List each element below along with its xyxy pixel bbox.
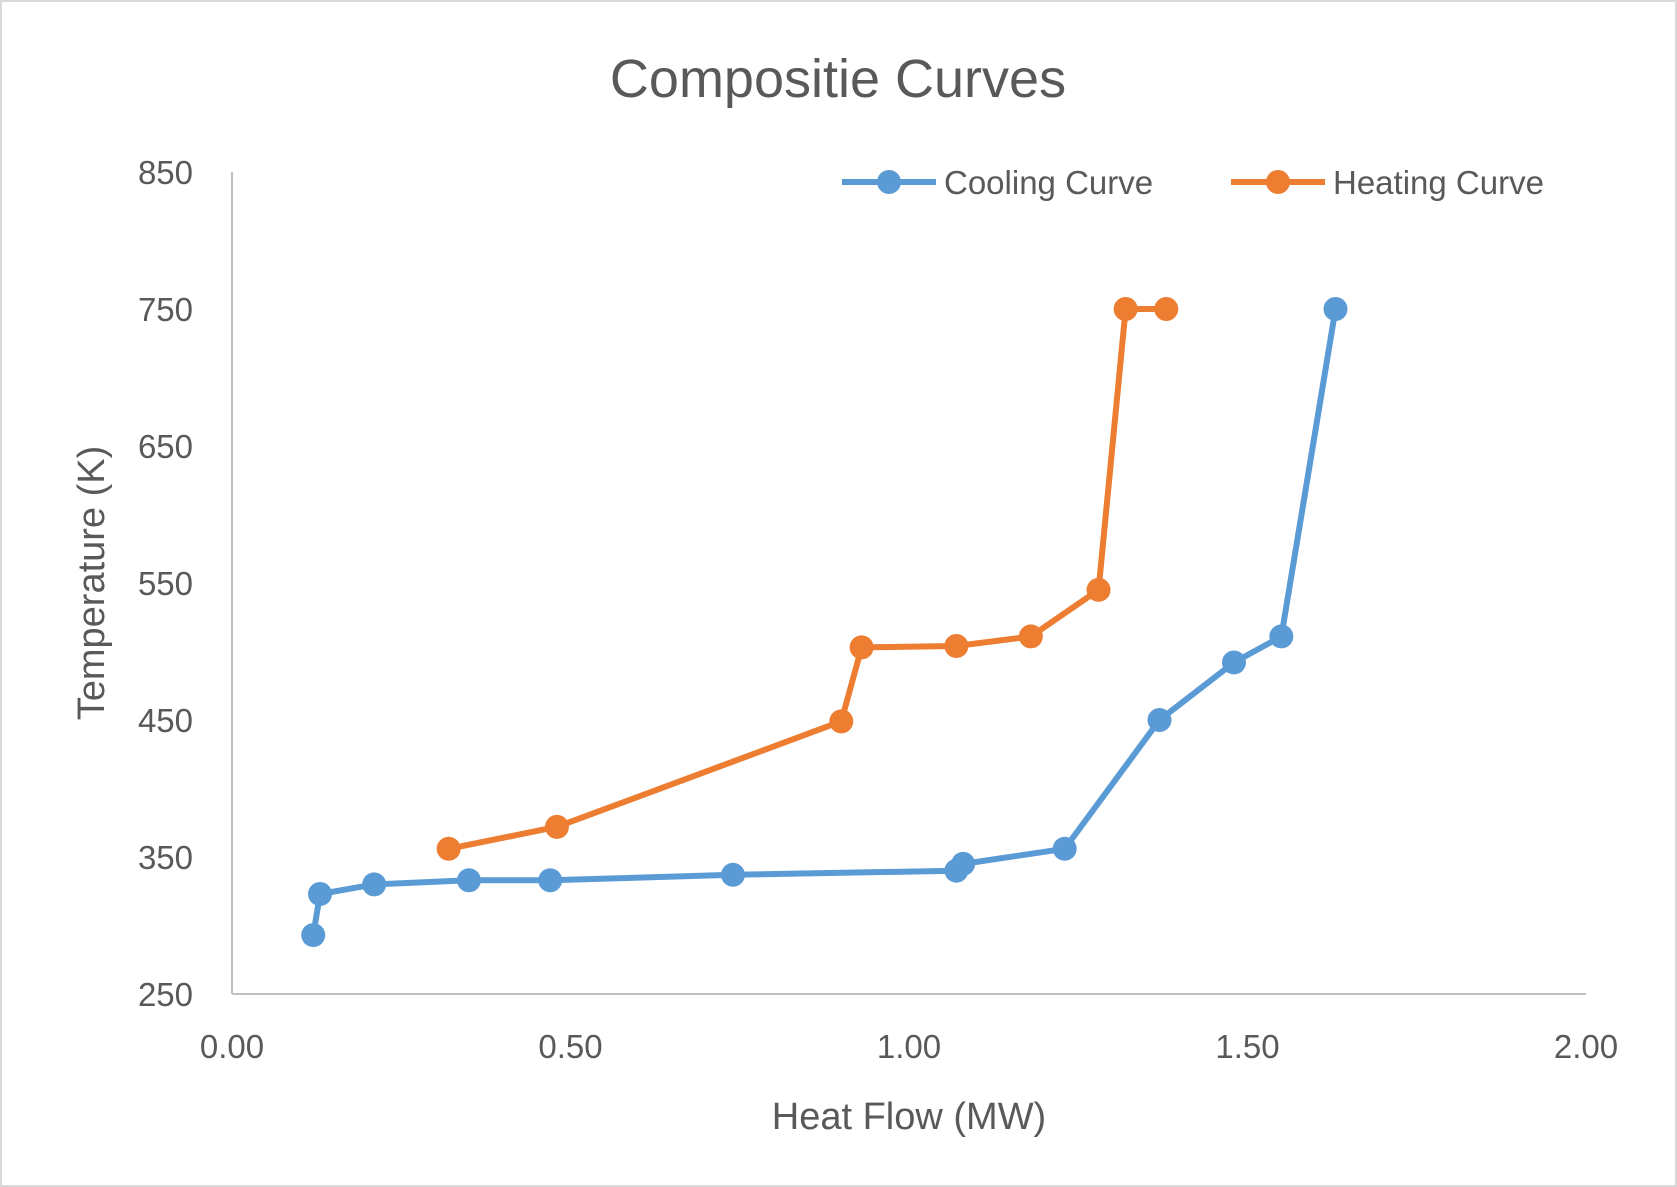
y-tick-labels: 250 350 450 550 650 750 850 <box>138 154 193 1013</box>
heating-curve-legend-label: Heating Curve <box>1333 164 1544 201</box>
series-layer <box>301 297 1348 948</box>
cooling-curve-line <box>310 306 1339 939</box>
heating-curve-point <box>1086 577 1111 602</box>
cooling-curve-legend-marker <box>877 170 901 194</box>
y-axis-title: Temperature (K) <box>71 446 113 721</box>
cooling-curve-point <box>1052 836 1077 861</box>
cooling-curve-point <box>1221 650 1246 675</box>
heating-curve-point <box>829 709 854 734</box>
cooling-curve-point <box>362 872 387 897</box>
heating-curve-series <box>436 297 1179 861</box>
heating-curve-point <box>849 635 874 660</box>
y-tick-label: 550 <box>138 565 193 602</box>
y-tick-label: 250 <box>138 976 193 1013</box>
x-tick-labels: 0.00 0.50 1.00 1.50 2.00 <box>200 1028 1618 1065</box>
x-tick-label: 2.00 <box>1554 1028 1618 1065</box>
heating-curve-point <box>944 634 969 659</box>
cooling-curve-point <box>1323 297 1348 321</box>
cooling-curve-point <box>308 881 333 906</box>
heating-curve-point <box>1018 624 1043 649</box>
cooling-curve-legend-label: Cooling Curve <box>944 164 1153 201</box>
legend: Cooling Curve Heating Curve <box>842 164 1544 201</box>
cooling-curve-point <box>538 868 563 893</box>
y-tick-label: 450 <box>138 702 193 739</box>
heating-curve-point <box>544 814 569 839</box>
heating-curve-line <box>445 306 1170 852</box>
y-tick-label: 750 <box>138 291 193 328</box>
y-tick-label: 650 <box>138 428 193 465</box>
cooling-curve-point <box>301 923 326 948</box>
y-tick-label: 350 <box>138 839 193 876</box>
x-tick-label: 1.50 <box>1215 1028 1279 1065</box>
heating-curve-legend-marker <box>1266 170 1290 194</box>
cooling-curve-point <box>456 868 481 893</box>
cooling-curve-point <box>720 862 745 887</box>
x-tick-label: 1.00 <box>877 1028 941 1065</box>
heating-curve-point <box>436 836 461 861</box>
x-axis-title: Heat Flow (MW) <box>772 1096 1046 1138</box>
cooling-curve-point <box>1147 708 1172 732</box>
x-tick-label: 0.00 <box>200 1028 264 1065</box>
y-tick-label: 850 <box>138 154 193 191</box>
heating-curve-point <box>1113 297 1138 321</box>
cooling-curve-point <box>951 851 976 876</box>
cooling-curve-point <box>1269 624 1294 649</box>
chart-title: Compositie Curves <box>610 49 1066 109</box>
cooling-curve-series <box>301 297 1348 948</box>
heating-curve-point <box>1154 297 1179 321</box>
x-tick-label: 0.50 <box>538 1028 602 1065</box>
